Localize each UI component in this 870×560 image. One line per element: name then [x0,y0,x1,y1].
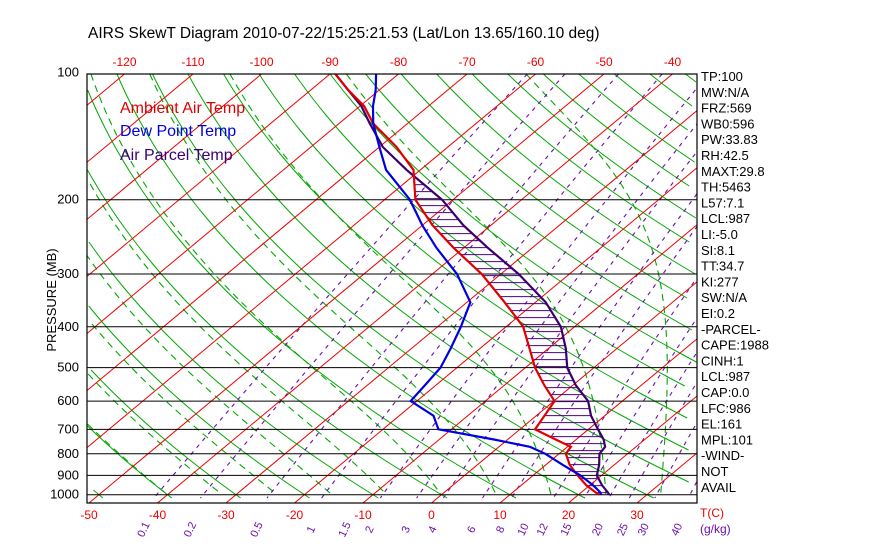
svg-text:MPL:101: MPL:101 [701,432,753,447]
svg-text:500: 500 [57,360,79,375]
svg-text:CINH:1: CINH:1 [701,353,744,368]
svg-text:LCL:987: LCL:987 [701,211,750,226]
svg-text:200: 200 [57,192,79,207]
svg-text:-10: -10 [354,508,372,522]
svg-text:10: 10 [493,508,507,522]
svg-text:Ambient Air Temp: Ambient Air Temp [120,100,245,117]
svg-text:800: 800 [57,446,79,461]
svg-text:SW:N/A: SW:N/A [701,290,747,305]
svg-text:NOT: NOT [701,464,729,479]
svg-text:-50: -50 [595,55,613,69]
svg-text:AVAIL: AVAIL [701,480,736,495]
svg-text:LI:-5.0: LI:-5.0 [701,227,738,242]
svg-text:-110: -110 [181,55,204,69]
svg-text:30: 30 [630,508,644,522]
svg-text:L57:7.1: L57:7.1 [701,195,744,210]
svg-text:EL:161: EL:161 [701,417,742,432]
svg-text:AIRS SkewT Diagram 2010-07-22/: AIRS SkewT Diagram 2010-07-22/15:25:21.5… [88,25,600,42]
svg-text:PRESSURE (MB): PRESSURE (MB) [44,248,59,351]
svg-text:Air Parcel Temp: Air Parcel Temp [120,147,233,164]
svg-text:LFC:986: LFC:986 [701,401,751,416]
svg-text:KI:277: KI:277 [701,274,739,289]
svg-text:(g/kg): (g/kg) [700,522,731,536]
svg-text:TT:34.7: TT:34.7 [701,259,744,274]
svg-text:900: 900 [57,467,79,482]
svg-text:600: 600 [57,393,79,408]
svg-text:-70: -70 [458,55,476,69]
svg-text:-90: -90 [321,55,339,69]
svg-text:Dew Point Temp: Dew Point Temp [120,123,236,140]
svg-text:CAP:0.0: CAP:0.0 [701,385,749,400]
svg-text:-40: -40 [149,508,167,522]
svg-text:-PARCEL-: -PARCEL- [701,322,761,337]
svg-text:-40: -40 [664,55,682,69]
svg-text:-60: -60 [527,55,545,69]
svg-text:700: 700 [57,421,79,436]
svg-text:LCL:987: LCL:987 [701,369,750,384]
svg-text:RH:42.5: RH:42.5 [701,148,749,163]
svg-text:-20: -20 [286,508,304,522]
svg-text:0: 0 [428,508,435,522]
svg-text:T(C): T(C) [700,506,724,520]
svg-text:400: 400 [57,319,79,334]
svg-text:PW:33.83: PW:33.83 [701,132,758,147]
svg-text:EI:0.2: EI:0.2 [701,306,735,321]
svg-text:300: 300 [57,266,79,281]
svg-text:MAXT:29.8: MAXT:29.8 [701,164,765,179]
svg-text:-120: -120 [112,55,136,69]
svg-text:WB0:596: WB0:596 [701,116,754,131]
svg-text:-100: -100 [249,55,273,69]
svg-text:FRZ:569: FRZ:569 [701,101,752,116]
svg-text:20: 20 [562,508,576,522]
svg-text:CAPE:1988: CAPE:1988 [701,338,769,353]
svg-text:SI:8.1: SI:8.1 [701,243,735,258]
svg-text:100: 100 [57,65,79,80]
svg-text:MW:N/A: MW:N/A [701,85,749,100]
svg-text:-30: -30 [217,508,235,522]
svg-text:TH:5463: TH:5463 [701,180,751,195]
svg-text:-WIND-: -WIND- [701,448,744,463]
svg-text:1000: 1000 [50,487,79,502]
svg-text:-50: -50 [80,508,98,522]
svg-text:TP:100: TP:100 [701,69,743,84]
svg-text:-80: -80 [390,55,408,69]
